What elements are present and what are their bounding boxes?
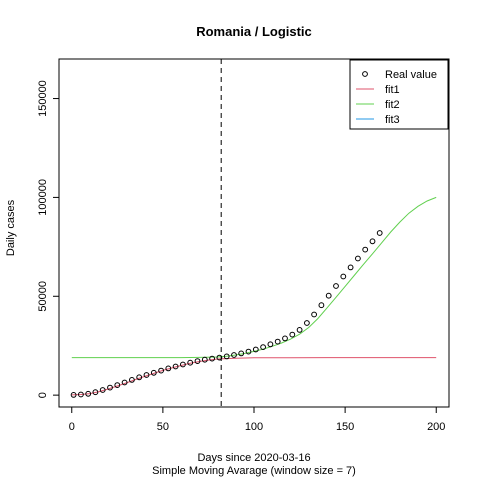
data-point (187, 359, 194, 366)
data-point (245, 348, 252, 355)
data-point (209, 355, 216, 362)
data-point (85, 390, 92, 397)
data-point (347, 264, 354, 271)
data-point (311, 311, 318, 318)
x-axis: 0 50 100 150 200 (69, 406, 445, 433)
series-line-fit2 (71, 196, 437, 359)
data-point (376, 230, 383, 236)
legend-label: fit1 (385, 84, 400, 96)
x-tick-label: 200 (427, 421, 445, 433)
data-point (252, 346, 259, 353)
x-tick-label: 100 (245, 421, 263, 433)
chart-title: Romania / Logistic (196, 24, 312, 39)
data-point (362, 246, 369, 253)
data-point (260, 344, 267, 351)
data-point (238, 350, 245, 357)
y-tick-label: 50000 (37, 281, 49, 312)
legend-label: fit3 (385, 114, 400, 126)
x-tick-label: 50 (157, 421, 169, 433)
data-point (172, 363, 179, 370)
data-point (143, 372, 150, 378)
data-point (194, 358, 201, 365)
data-point (150, 369, 157, 376)
data-point (340, 273, 347, 280)
data-point (70, 392, 77, 398)
data-point (304, 320, 310, 326)
data-point (158, 367, 165, 374)
data-point (231, 352, 237, 358)
data-point (289, 331, 296, 338)
y-axis-label: Daily cases (5, 199, 17, 256)
data-point (282, 335, 288, 342)
y-tick-label: 100000 (37, 179, 49, 216)
data-point (92, 389, 99, 396)
data-point (107, 384, 113, 391)
data-point (129, 377, 135, 383)
data-point (274, 338, 281, 345)
data-point (216, 354, 223, 361)
legend-label: fit2 (385, 99, 400, 111)
data-point (165, 365, 172, 372)
data-point (121, 379, 128, 386)
data-point (223, 353, 230, 360)
y-tick-label: 150000 (37, 80, 49, 117)
legend-label: Real value (385, 69, 437, 81)
data-point (296, 327, 303, 333)
data-point (99, 387, 106, 393)
data-point (180, 361, 186, 368)
data-point (201, 356, 208, 363)
y-tick-label: 0 (37, 392, 49, 398)
x-tick-label: 0 (69, 421, 75, 433)
data-point (78, 391, 84, 398)
data-point (369, 238, 376, 245)
legend-marker (362, 71, 368, 77)
series-line-fit1 (71, 357, 437, 396)
data-point (136, 374, 143, 381)
x-axis-label: Days since 2020-03-16 (197, 452, 310, 464)
legend: Real value fit1 fit2 fit3 (349, 59, 449, 130)
data-point (267, 341, 274, 348)
y-axis: 0 50000 100000 150000 (37, 80, 60, 398)
x-tick-label: 150 (336, 421, 354, 433)
data-point (333, 283, 339, 289)
data-point (318, 302, 325, 309)
series-layer (70, 196, 437, 398)
x-axis-sublabel: Simple Moving Avarage (window size = 7) (152, 465, 356, 477)
data-point (325, 292, 332, 299)
data-point (355, 255, 361, 262)
data-point (114, 382, 121, 389)
